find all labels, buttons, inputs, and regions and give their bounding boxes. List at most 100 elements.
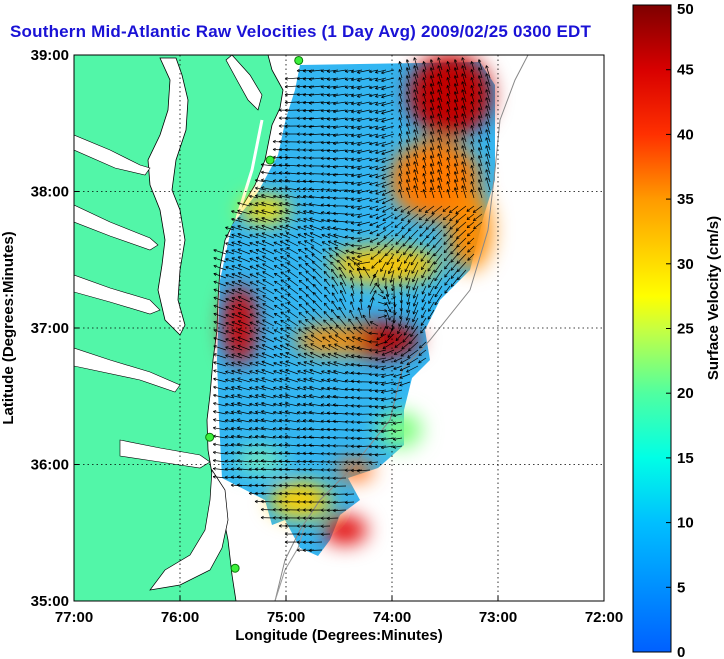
velocity-vector-head [399, 367, 404, 372]
velocity-vector [412, 277, 419, 291]
velocity-vector [357, 189, 371, 194]
velocity-vector-head [422, 149, 426, 153]
velocity-vector [406, 357, 419, 366]
velocity-vector [327, 240, 339, 247]
velocity-vector-head [260, 459, 264, 463]
velocity-vector [345, 345, 355, 351]
velocity-vector-head [369, 206, 373, 210]
velocity-vector [450, 253, 459, 263]
velocity-vector [485, 145, 491, 159]
velocity-vector-head [303, 377, 307, 382]
x-tick-label: 76:00 [161, 609, 199, 626]
velocity-vector-head [308, 85, 312, 89]
velocity-vector [303, 378, 315, 383]
velocity-vector-head [310, 246, 315, 250]
velocity-vector-head [357, 118, 361, 122]
velocity-vector-head [350, 379, 354, 383]
velocity-vector [369, 125, 379, 129]
velocity-vector [273, 249, 283, 255]
velocity-vector [357, 197, 371, 202]
velocity-vector [369, 332, 379, 335]
velocity-vector-head [278, 435, 283, 439]
velocity-vector [255, 218, 267, 223]
velocity-vector-head [237, 217, 241, 221]
velocity-vector-head [231, 241, 235, 245]
velocity-vector [213, 249, 227, 255]
velocity-vector [357, 93, 371, 98]
velocity-vector [255, 394, 267, 399]
velocity-vector [437, 185, 443, 199]
velocity-vector [377, 245, 387, 254]
velocity-vector [255, 386, 267, 391]
velocity-vector-head [308, 451, 312, 456]
velocity-vector [351, 157, 363, 161]
velocity-vector [274, 304, 283, 311]
velocity-vector [237, 264, 251, 271]
velocity-vector [430, 67, 435, 79]
velocity-vector-head [418, 216, 423, 221]
velocity-vector [285, 386, 299, 391]
velocity-vector [357, 101, 371, 106]
velocity-vector-head [302, 77, 306, 81]
velocity-vector-head [249, 305, 253, 309]
velocity-vector-head [303, 210, 307, 214]
velocity-vector-head [261, 247, 266, 252]
velocity-vector-head [374, 282, 378, 286]
velocity-vector-head [332, 476, 336, 480]
velocity-vector-head [332, 109, 337, 114]
velocity-vector-head [248, 467, 252, 472]
velocity-vector [273, 403, 283, 407]
velocity-vector-head [337, 315, 341, 320]
velocity-vector-head [403, 260, 408, 264]
velocity-vector [285, 156, 299, 159]
velocity-vector [213, 476, 227, 479]
velocity-vector-head [254, 434, 259, 439]
velocity-vector [279, 361, 291, 367]
velocity-vector-head [326, 460, 330, 464]
velocity-vector [333, 420, 347, 423]
velocity-vector [399, 125, 403, 135]
velocity-vector-head [279, 194, 283, 198]
velocity-vector-head [297, 370, 301, 374]
velocity-vector-head [308, 540, 312, 545]
velocity-vector [351, 257, 363, 263]
velocity-vector-head [410, 333, 414, 337]
velocity-vector [331, 292, 339, 303]
velocity-vector-head [402, 339, 406, 343]
velocity-vector-head [374, 421, 378, 425]
velocity-vector [345, 181, 355, 184]
velocity-vector-head [350, 468, 354, 473]
velocity-vector-head [356, 380, 360, 384]
velocity-vector [333, 149, 347, 152]
velocity-vector [327, 101, 339, 104]
velocity-vector-head [377, 250, 381, 254]
velocity-vector-head [248, 427, 253, 431]
velocity-vector [345, 109, 355, 112]
velocity-vector-head [262, 311, 266, 315]
velocity-vector-head [237, 377, 241, 381]
velocity-vector-head [249, 241, 253, 246]
velocity-vector [231, 435, 243, 439]
velocity-vector-head [446, 157, 450, 161]
velocity-vector [279, 427, 291, 431]
velocity-vector-head [304, 335, 308, 339]
velocity-vector [345, 77, 355, 80]
velocity-vector [333, 234, 347, 239]
velocity-vector-head [310, 334, 315, 338]
velocity-vector [413, 153, 419, 167]
velocity-vector [213, 345, 227, 351]
velocity-vector-head [425, 234, 430, 239]
velocity-vector-head [374, 365, 379, 370]
velocity-vector [433, 237, 443, 248]
velocity-vector [321, 345, 331, 351]
velocity-vector-head [249, 297, 253, 301]
velocity-vector-head [296, 475, 300, 480]
velocity-vector [297, 226, 307, 231]
velocity-vector-head [421, 291, 425, 295]
velocity-vector-head [230, 443, 235, 447]
velocity-vector-head [302, 194, 307, 199]
velocity-vector [213, 321, 227, 327]
velocity-vector-head [418, 360, 422, 364]
velocity-vector-head [308, 508, 312, 512]
velocity-vector [286, 335, 299, 343]
